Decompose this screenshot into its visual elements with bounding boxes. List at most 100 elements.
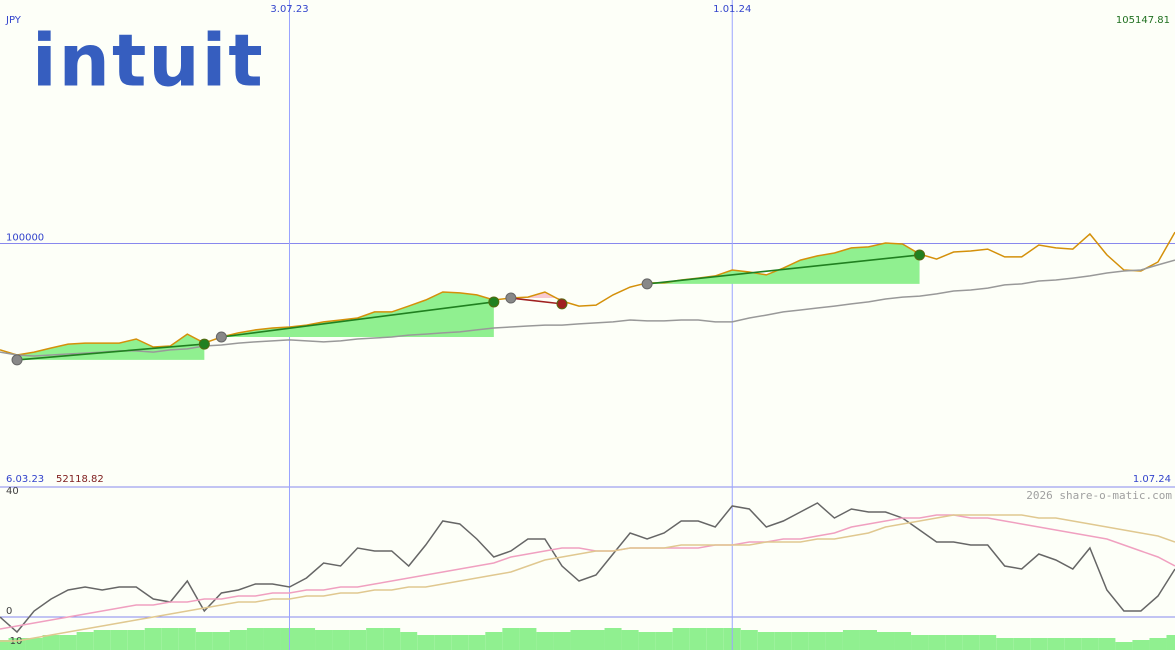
low-label: 52118.82: [56, 474, 104, 485]
volume-bar: [366, 628, 384, 650]
volume-bar: [451, 635, 469, 650]
volume-bar: [894, 632, 912, 650]
volume-bar: [808, 632, 826, 650]
series-line: [0, 231, 1175, 356]
trade-area: [510, 291, 562, 301]
trade-entry: [505, 292, 517, 304]
y-tick-label: 100000: [6, 233, 44, 244]
volume-bar: [996, 638, 1014, 650]
volume-bar: [979, 635, 997, 650]
volume-bar: [962, 635, 980, 650]
volume-bar: [1081, 638, 1099, 650]
watermark: 2026 share-o-matic.com: [1026, 489, 1172, 502]
volume-bar: [25, 638, 43, 650]
volume-bar: [417, 635, 435, 650]
volume-bar: [42, 635, 60, 650]
volume-bar: [76, 632, 94, 650]
volume-bar: [621, 630, 639, 650]
volume-bar: [400, 632, 418, 650]
volume-bar: [740, 630, 758, 650]
high-label: 105147.81: [1116, 15, 1170, 26]
series-line: [0, 259, 1175, 357]
y-tick-label: 0: [6, 606, 12, 617]
volume-bar: [246, 628, 264, 650]
volume-bar: [1098, 638, 1116, 650]
volume-bar: [757, 632, 775, 650]
volume-bar: [672, 628, 690, 650]
volume-bar: [1166, 635, 1175, 650]
volume-bar: [332, 630, 350, 650]
volume-bar: [1149, 638, 1167, 650]
volume-bar: [1047, 638, 1065, 650]
volume-bar: [774, 632, 792, 650]
volume-bar: [1013, 638, 1031, 650]
volume-bar: [212, 632, 230, 650]
volume-bar: [519, 628, 537, 650]
volume-bar: [825, 632, 843, 650]
volume-bar: [536, 632, 554, 650]
volume-bar: [791, 632, 809, 650]
volume-bar: [59, 635, 77, 650]
trade-exit: [198, 338, 210, 350]
trade-area: [17, 334, 205, 360]
volume-bar: [859, 630, 877, 650]
volume-bar: [1132, 640, 1150, 650]
trade-line: [16, 343, 205, 361]
trade-area: [221, 291, 494, 338]
y-tick-label: 40: [6, 486, 19, 497]
series-line: [0, 514, 1175, 642]
trade-exit: [488, 296, 500, 308]
volume-bar: [229, 630, 247, 650]
trade-area: [647, 243, 920, 284]
volume-bar: [434, 635, 452, 650]
trade-entry: [215, 331, 227, 343]
volume-bar: [945, 635, 963, 650]
trade-exit: [914, 249, 926, 261]
volume-bar: [195, 632, 213, 650]
volume-bar: [842, 630, 860, 650]
volume-bar: [468, 635, 486, 650]
volume-bar: [93, 630, 111, 650]
volume-bar: [178, 628, 196, 650]
x-tick-label: 3.07.23: [270, 4, 308, 15]
volume-bar: [349, 630, 367, 650]
currency: JPY: [5, 15, 22, 26]
volume-bar: [127, 630, 145, 650]
trade-line: [647, 254, 920, 285]
logo: intuit: [32, 19, 265, 103]
volume-bar: [298, 628, 316, 650]
volume-bar: [0, 640, 9, 650]
trade-entry: [641, 278, 653, 290]
volume-bar: [383, 628, 401, 650]
series-line: [0, 514, 1175, 630]
x-tick-label: 6.03.23: [6, 474, 44, 485]
volume-bar: [655, 632, 673, 650]
volume-bar: [706, 628, 724, 650]
volume-bar: [1064, 638, 1082, 650]
volume-bar: [928, 635, 946, 650]
trade-exit: [556, 298, 568, 310]
x-tick-label: 1.07.24: [1133, 474, 1171, 485]
volume-bar: [876, 632, 895, 650]
volume-bar: [502, 628, 520, 650]
volume-bar: [315, 630, 333, 650]
trade-line: [510, 297, 563, 305]
series-line: [0, 502, 1175, 634]
volume-bar: [1115, 642, 1133, 650]
volume-bar: [144, 628, 162, 650]
volume-bar: [161, 628, 179, 650]
volume-bar: [110, 630, 128, 650]
x-tick-label: 1.01.24: [713, 4, 751, 15]
volume-bar: [604, 628, 622, 650]
trade-entry: [11, 354, 23, 366]
trade-line: [221, 301, 494, 338]
volume-bar: [553, 632, 571, 650]
volume-bar: [911, 635, 929, 650]
volume-bar: [263, 628, 281, 650]
volume-bar: [1030, 638, 1048, 650]
volume-bar: [689, 628, 707, 650]
volume-bar: [587, 630, 605, 650]
volume-bar: [485, 632, 503, 650]
